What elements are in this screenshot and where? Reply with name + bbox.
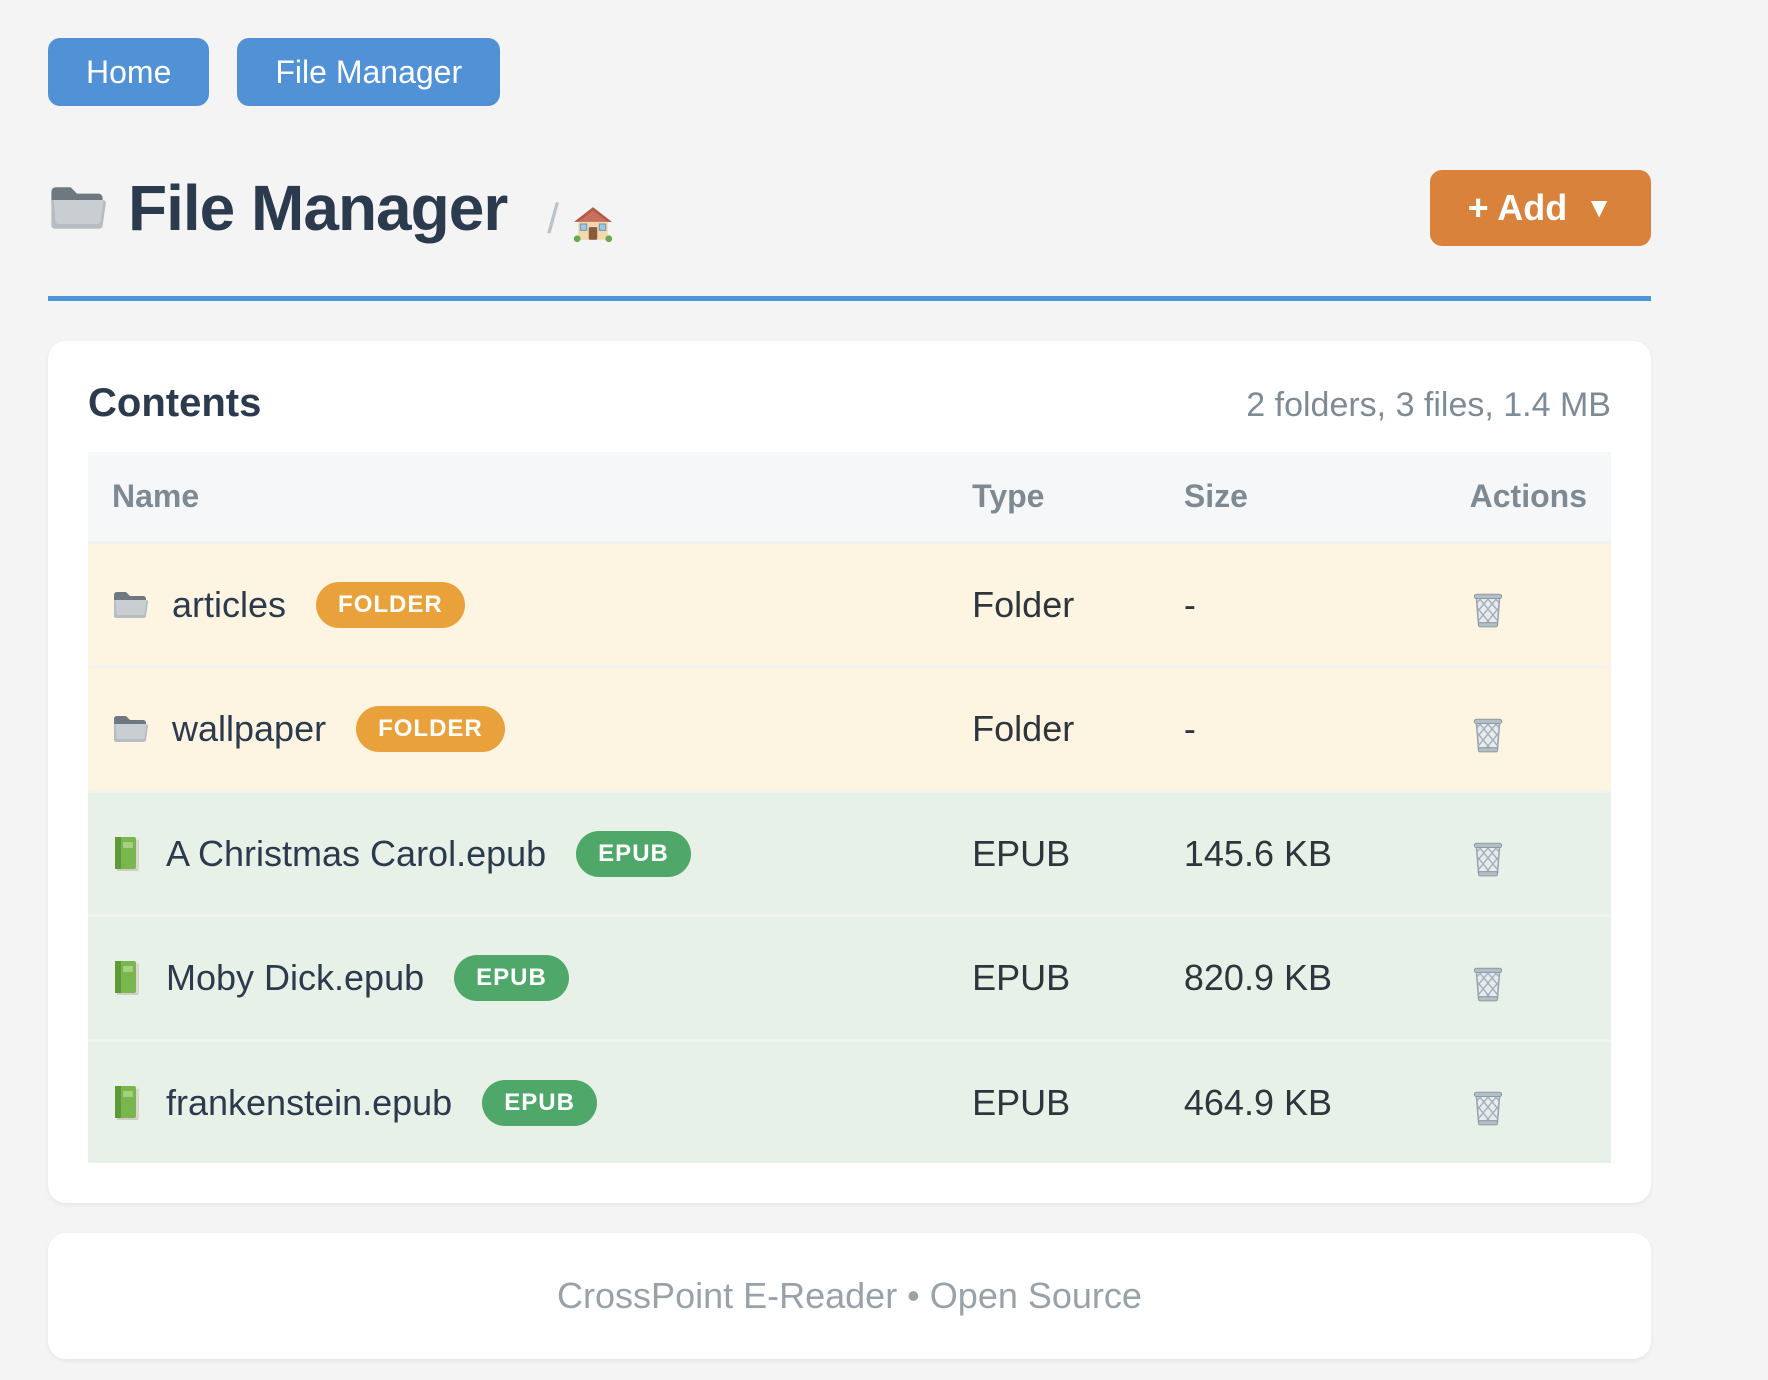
delete-button[interactable] [1470, 714, 1506, 754]
file-size: 464.9 KB [1159, 1038, 1446, 1164]
header-divider [48, 296, 1651, 301]
folder-icon [112, 590, 148, 620]
page-header: File Manager / + Add ▼ [48, 170, 1651, 246]
trash-icon [1470, 714, 1506, 754]
footer: CrossPoint E-Reader • Open Source [48, 1233, 1651, 1360]
chevron-down-icon: ▼ [1585, 192, 1613, 223]
file-type: EPUB [948, 789, 1160, 916]
breadcrumb-separator: / [547, 195, 559, 242]
trash-icon [1470, 589, 1506, 629]
folder-icon [48, 184, 106, 232]
file-size: - [1159, 540, 1446, 667]
house-icon[interactable] [573, 205, 613, 243]
file-name-link[interactable]: frankenstein.epub [166, 1081, 453, 1123]
table-row: frankenstein.epub EPUB EPUB 464.9 KB [88, 1038, 1611, 1164]
contents-card: Contents 2 folders, 3 files, 1.4 MB Name… [48, 341, 1651, 1204]
file-type: Folder [948, 665, 1160, 792]
nav-file-manager-button[interactable]: File Manager [237, 38, 501, 106]
footer-text: CrossPoint E-Reader • Open Source [557, 1275, 1142, 1317]
delete-button[interactable] [1470, 589, 1506, 629]
table-row: articles FOLDER Folder - [88, 540, 1611, 667]
file-type: EPUB [948, 914, 1160, 1041]
trash-icon [1470, 838, 1506, 878]
file-table: Name Type Size Actions articles FOLDER F… [88, 452, 1611, 1164]
file-type: Folder [948, 540, 1160, 667]
nav-home-button[interactable]: Home [48, 38, 210, 106]
epub-badge: EPUB [576, 830, 691, 877]
file-name-link[interactable]: Moby Dick.epub [166, 957, 425, 999]
breadcrumb: / [547, 173, 613, 243]
green-book-icon [112, 836, 142, 872]
delete-button[interactable] [1470, 838, 1506, 878]
table-row: A Christmas Carol.epub EPUB EPUB 145.6 K… [88, 789, 1611, 916]
column-header-name: Name [88, 452, 949, 543]
trash-icon [1470, 1087, 1506, 1127]
file-name-link[interactable]: A Christmas Carol.epub [166, 832, 547, 874]
table-row: Moby Dick.epub EPUB EPUB 820.9 KB [88, 914, 1611, 1041]
green-book-icon [112, 1085, 142, 1121]
epub-badge: EPUB [454, 955, 569, 1002]
file-name-link[interactable]: wallpaper [172, 708, 327, 750]
folder-icon [112, 714, 148, 744]
file-size: 820.9 KB [1159, 914, 1446, 1041]
table-header-row: Name Type Size Actions [88, 452, 1611, 543]
trash-icon [1470, 963, 1506, 1003]
top-navigation: Home File Manager [48, 38, 1651, 106]
file-size: 145.6 KB [1159, 789, 1446, 916]
card-title: Contents [88, 381, 262, 425]
add-button[interactable]: + Add ▼ [1429, 170, 1651, 246]
page: Home File Manager File Manager / + Add ▼… [48, 38, 1651, 1360]
folder-badge: FOLDER [356, 706, 505, 753]
file-size: - [1159, 665, 1446, 792]
file-name-link[interactable]: articles [172, 583, 287, 625]
green-book-icon [112, 960, 142, 996]
delete-button[interactable] [1470, 1087, 1506, 1127]
epub-badge: EPUB [482, 1079, 597, 1126]
folder-badge: FOLDER [316, 581, 465, 628]
add-button-label: + Add [1467, 187, 1568, 228]
delete-button[interactable] [1470, 963, 1506, 1003]
column-header-type: Type [948, 452, 1160, 543]
column-header-size: Size [1159, 452, 1446, 543]
file-type: EPUB [948, 1038, 1160, 1164]
table-row: wallpaper FOLDER Folder - [88, 665, 1611, 792]
contents-summary: 2 folders, 3 files, 1.4 MB [1246, 386, 1611, 424]
page-title: File Manager [128, 172, 508, 244]
column-header-actions: Actions [1445, 452, 1611, 543]
